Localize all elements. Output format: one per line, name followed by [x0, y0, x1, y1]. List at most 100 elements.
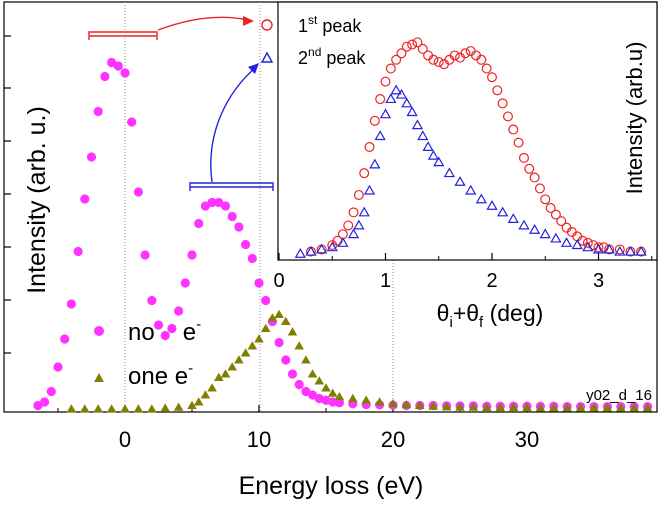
one-e-data-point — [214, 372, 224, 381]
no-e-data-point — [80, 194, 90, 204]
one-e-data-point — [93, 404, 103, 413]
second-peak-data-point — [374, 130, 386, 141]
first-peak-data-point — [518, 152, 529, 163]
one-e-data-point — [361, 395, 371, 404]
inset-x-tick-label: 0 — [273, 270, 284, 292]
first-peak-data-point — [401, 41, 412, 52]
second-peak-data-point — [592, 243, 605, 254]
second-peak-data-point — [443, 167, 456, 178]
one-e-data-point — [401, 400, 412, 409]
one-e-data-point — [535, 403, 546, 412]
first-peak-data-point — [577, 235, 588, 246]
one-e-data-point — [495, 402, 505, 412]
first-peak-arrowhead — [243, 16, 254, 26]
first-peak-data-point — [534, 183, 545, 194]
one-e-data-point — [287, 327, 298, 336]
one-e-data-point — [334, 391, 345, 401]
inset-x-tick-label: 2 — [486, 270, 497, 292]
second-peak-data-point — [385, 93, 397, 104]
second-peak-data-point — [635, 245, 647, 256]
first-peak-data-point — [359, 168, 370, 179]
second-peak-data-point — [550, 232, 562, 243]
first-peak-data-point — [343, 220, 354, 231]
first-peak-data-point — [502, 111, 513, 122]
one-e-data-point — [193, 397, 204, 406]
one-e-data-point — [482, 402, 492, 412]
first-peak-data-point — [364, 142, 375, 153]
second-peak-data-point — [497, 206, 509, 217]
inset-x-tick-label: 1 — [380, 270, 391, 292]
second-peak-data-point — [305, 245, 317, 256]
legend-label-1st-peak: 1st peak — [298, 13, 362, 36]
one-e-data-point — [575, 403, 586, 412]
no-e-data-point — [241, 239, 251, 250]
one-e-data-point — [120, 404, 130, 413]
dataset-id-annotation: y02_d_16 — [586, 387, 652, 404]
main-x-tick-label: 10 — [247, 427, 271, 452]
first-peak-data-point — [396, 48, 407, 59]
no-e-data-point — [227, 211, 237, 222]
first-peak-data-point — [375, 94, 386, 105]
one-e-data-point — [227, 362, 237, 371]
no-e-data-point — [247, 253, 257, 264]
second-peak-data-point — [427, 149, 440, 160]
first-peak-data-point — [481, 63, 492, 74]
one-e-data-point — [468, 402, 479, 411]
one-e-data-point — [173, 402, 184, 411]
one-e-data-point — [616, 403, 626, 412]
first-peak-data-point — [380, 76, 391, 87]
one-e-data-point — [642, 403, 653, 412]
main-y-ticks — [4, 35, 11, 354]
first-peak-data-point — [412, 37, 423, 48]
one-e-data-point — [147, 404, 157, 413]
first-peak-data-point — [545, 203, 556, 214]
second-peak-arrow — [210, 67, 256, 183]
no-e-data-point — [53, 362, 63, 372]
second-peak-data-point — [347, 228, 360, 239]
one-e-data-point — [240, 348, 251, 357]
one-e-data-point — [522, 402, 532, 412]
second-peak-data-point — [395, 88, 408, 99]
no-e-data-point — [261, 295, 271, 306]
one-e-data-point — [388, 398, 398, 408]
no-e-data-point — [294, 379, 304, 390]
first-peak-data-point — [417, 43, 428, 54]
one-e-data-point — [589, 403, 599, 412]
no-e-data-point — [113, 61, 123, 71]
main-x-tick-label: 0 — [119, 427, 131, 452]
first-peak-data-point — [593, 242, 604, 253]
second-peak-data-point — [582, 241, 594, 252]
one-e-data-point — [428, 401, 438, 410]
second-peak-data-point — [614, 245, 626, 256]
no-e-data-point — [160, 330, 170, 341]
inset-y-axis-label: Intensity (arb.u) — [622, 42, 647, 195]
second-peak-data-point — [454, 176, 466, 186]
first-peak-data-point — [582, 237, 593, 248]
one-e-data-point — [106, 404, 117, 413]
legend-label-no-e: no e- — [128, 316, 201, 346]
second-peak-data-point — [401, 97, 413, 108]
second-peak-data-point — [507, 213, 519, 223]
one-e-data-point — [348, 393, 358, 402]
first-peak-data-point — [497, 98, 508, 109]
one-e-data-point — [327, 388, 338, 397]
no-e-data-point — [274, 337, 284, 348]
no-e-data-point — [60, 334, 70, 344]
inset-plot-frame — [277, 1, 658, 261]
first-peak-data-point — [391, 54, 402, 65]
inset-x-tick-label: 3 — [593, 270, 604, 292]
first-peak-data-point — [433, 56, 444, 67]
second-peak-data-point — [406, 106, 418, 117]
second-peak-data-point — [603, 243, 615, 254]
legend-marker-no-e — [94, 326, 104, 336]
first-peak-data-point — [614, 244, 625, 255]
first-peak-data-point — [348, 207, 359, 218]
one-e-data-point — [374, 397, 385, 406]
one-e-data-point — [549, 403, 559, 412]
no-e-data-point — [207, 197, 217, 208]
main-x-axis-label: Energy loss (eV) — [239, 472, 424, 500]
second-peak-data-point — [337, 237, 349, 247]
one-e-data-point — [294, 341, 304, 350]
one-e-data-point — [508, 402, 519, 412]
main-legend: no e- one e- — [94, 316, 201, 390]
